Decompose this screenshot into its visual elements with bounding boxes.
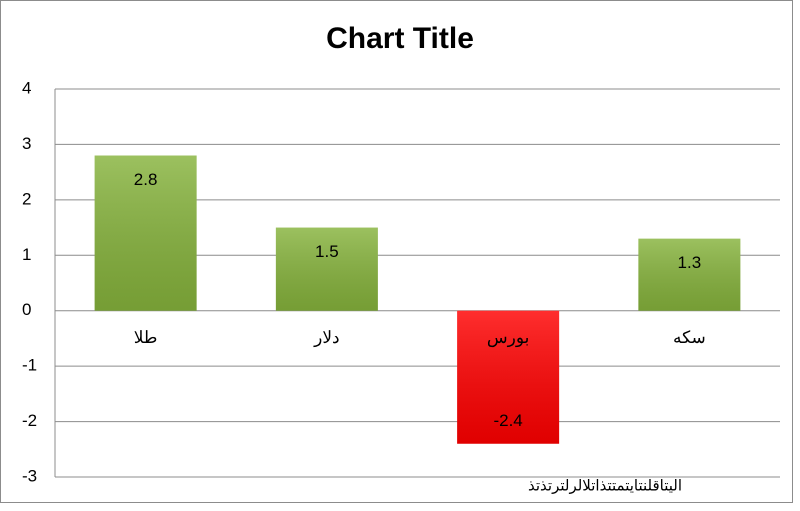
data-label: 1.3: [678, 253, 702, 272]
x-tick-label: دلار: [313, 328, 339, 348]
chart-title: Chart Title: [326, 22, 474, 55]
y-tick-label: 4: [22, 78, 31, 97]
data-label: -2.4: [493, 411, 522, 430]
bar-shade: [94, 155, 197, 311]
y-tick-label: 0: [22, 300, 31, 319]
y-tick-label: -3: [22, 466, 37, 485]
x-tick-label: طلا: [134, 328, 158, 347]
y-tick-label: 2: [22, 189, 31, 208]
data-label: 1.5: [315, 242, 339, 261]
data-label: 2.8: [134, 170, 158, 189]
annotation: اليتاقلنتايتمتتذاتلالرلترتذتذ: [528, 477, 682, 495]
bar-shade: [457, 310, 560, 444]
y-tick-label: 3: [22, 134, 31, 153]
x-tick-label: بورس: [487, 328, 529, 348]
y-tick-label: -1: [22, 356, 37, 375]
bar-shade: [638, 238, 741, 311]
y-tick-label: -2: [22, 411, 37, 430]
bar-shade: [275, 227, 378, 311]
x-tick-label: سکه: [673, 328, 706, 347]
y-tick-label: 1: [22, 245, 31, 264]
